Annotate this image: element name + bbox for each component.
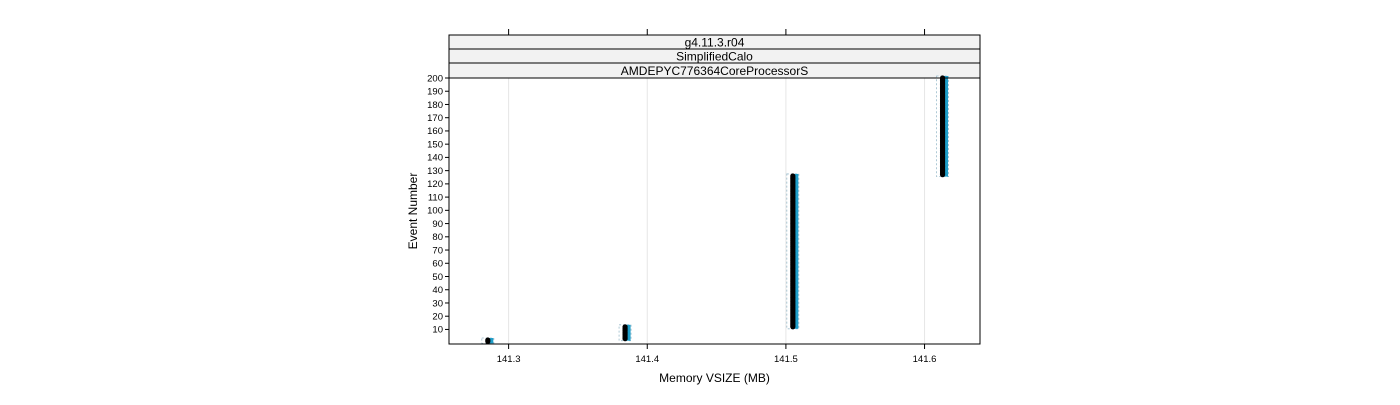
- y-tick-label-5: 60: [432, 259, 443, 270]
- y-tick-label-17: 180: [427, 100, 443, 111]
- y-tick-label-18: 190: [427, 87, 443, 98]
- strip-label-2: SimplifiedCalo: [676, 50, 753, 64]
- band-fill-0-0: [488, 338, 494, 344]
- x-axis: 141.3 141.4 141.5 141.6: [497, 29, 937, 365]
- plot-panel-border: [448, 77, 981, 345]
- y-tick-label-0: 10: [432, 325, 443, 336]
- y-tick-label-1: 20: [432, 312, 443, 323]
- y-tick-label-3: 40: [432, 285, 443, 296]
- y-tick-label-13: 140: [427, 153, 443, 164]
- y-axis: 10 20 30 40 50 60 70 80 90 100 110 120 130 140 150 160 1…: [427, 73, 449, 336]
- y-tick-label-6: 70: [432, 245, 443, 256]
- strip-headers: g4.11.3.r04 SimplifiedCalo AMDEPYC776364…: [448, 34, 981, 79]
- band-fill-0-1: [626, 324, 631, 341]
- x-tick-label-1: 141.4: [635, 354, 659, 365]
- y-tick-label-8: 90: [432, 219, 443, 230]
- x-tick-label-3: 141.6: [913, 354, 937, 365]
- y-tick-label-9: 100: [427, 206, 443, 217]
- grid-lines: [508, 78, 926, 344]
- y-tick-label-19: 200: [427, 73, 443, 84]
- band-fill-0-2: [793, 173, 799, 329]
- x-tick-label-2: 141.5: [774, 354, 798, 365]
- y-tick-label-10: 110: [428, 192, 443, 203]
- y-tick-label-14: 150: [427, 139, 443, 150]
- point-0-0-2: [485, 337, 491, 343]
- y-tick-label-7: 80: [432, 232, 443, 243]
- y-axis-title: Event Number: [406, 173, 420, 250]
- x-tick-label-0: 141.3: [497, 354, 521, 365]
- y-tick-label-12: 130: [427, 166, 443, 177]
- strip-label-3: AMDEPYC776364CoreProcessorS: [621, 64, 808, 78]
- strip-label-1: g4.11.3.r04: [685, 36, 745, 50]
- y-tick-label-2: 30: [432, 298, 443, 309]
- y-tick-label-15: 160: [427, 126, 443, 137]
- y-tick-label-11: 120: [427, 179, 443, 190]
- y-tick-label-4: 50: [432, 272, 443, 283]
- point-0-1-12: [622, 324, 628, 330]
- band-fill-0-3: [943, 76, 949, 177]
- data-layer: [481, 75, 949, 344]
- x-axis-title: Memory VSIZE (MB): [659, 371, 770, 385]
- point-0-2-126: [790, 173, 796, 179]
- y-tick-label-16: 170: [427, 113, 443, 124]
